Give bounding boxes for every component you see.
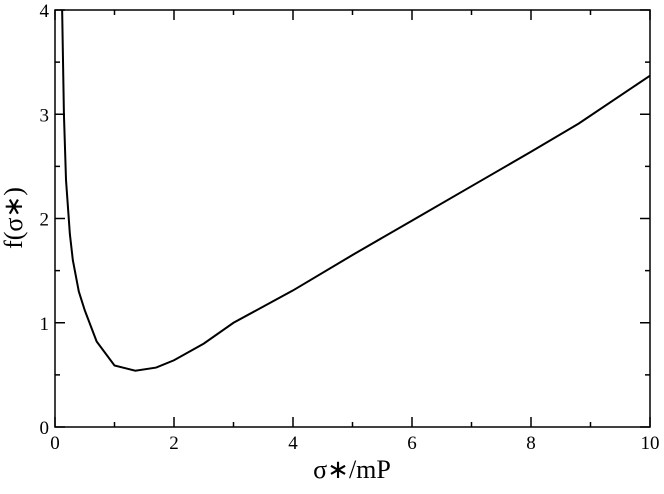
line-series (61, 9, 651, 372)
x-tick-label: 10 (641, 433, 660, 454)
y-tick-label: 1 (40, 314, 50, 335)
y-axis-label: f(σ∗) (0, 187, 28, 249)
y-tick-label: 0 (40, 418, 50, 439)
plot-frame (54, 9, 651, 428)
y-tick-label: 2 (40, 210, 50, 231)
y-tick-label: 3 (40, 105, 50, 126)
x-tick-label: 6 (407, 433, 417, 454)
x-tick-label: 4 (288, 433, 298, 454)
x-axis-label: σ∗/mP (313, 455, 391, 484)
x-tick-label: 0 (50, 433, 60, 454)
y-tick-label: 4 (40, 1, 50, 22)
x-tick-label: 8 (526, 433, 536, 454)
x-tick-label: 2 (169, 433, 179, 454)
